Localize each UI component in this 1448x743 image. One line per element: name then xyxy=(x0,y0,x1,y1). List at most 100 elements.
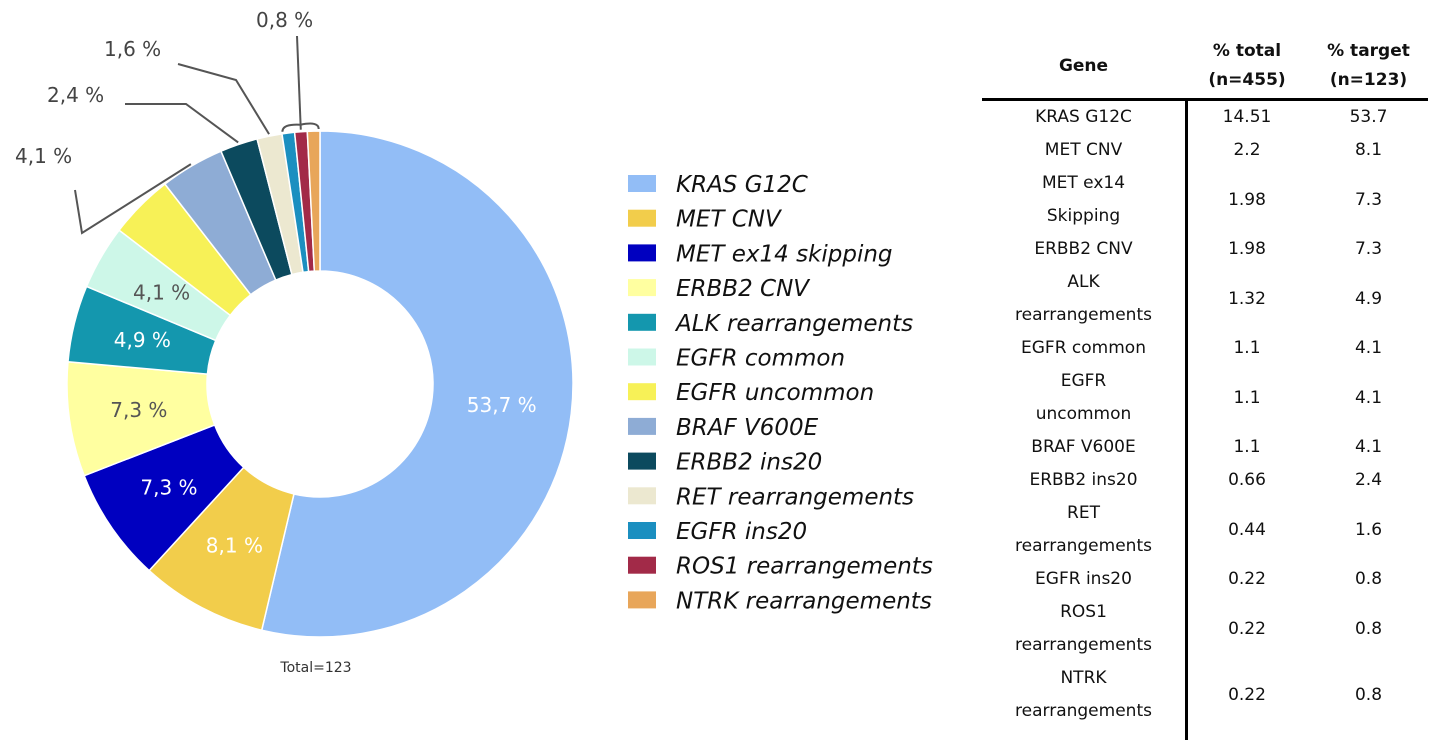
legend-swatch xyxy=(628,348,656,366)
legend-swatch xyxy=(628,383,656,401)
table-row: EGFR common 1.1 4.1 xyxy=(982,332,1428,365)
legend-swatch xyxy=(628,209,656,227)
cell-target: 4.9 xyxy=(1354,288,1383,309)
callout-label: 2,4 % xyxy=(47,83,104,107)
cell-gene: RET rearrangements xyxy=(982,497,1185,563)
gene-name-line: MET CNV xyxy=(1044,140,1123,160)
table-row: RET rearrangements 0.44 1.6 xyxy=(982,497,1428,563)
legend-swatch xyxy=(628,313,656,331)
legend-label: EGFR ins20 xyxy=(676,519,807,545)
legend-swatch xyxy=(628,452,656,470)
slice-data-label: 4,1 % xyxy=(133,280,190,304)
table-row: NTRK rearrangements 0.22 0.8 xyxy=(982,662,1428,728)
callout-leader xyxy=(296,35,302,130)
header-total-line1: % total xyxy=(1212,41,1282,61)
legend-label: MET ex14 skipping xyxy=(676,241,893,267)
legend-swatch xyxy=(628,417,656,435)
callout-label: 1,6 % xyxy=(104,37,161,61)
gene-name-line: rearrangements xyxy=(1015,305,1152,325)
header-target-line2: (n=123) xyxy=(1329,70,1408,90)
cell-target: 0.8 xyxy=(1354,684,1383,705)
cell-total: 0.22 xyxy=(1228,684,1266,705)
cell-total: 0.44 xyxy=(1228,519,1266,540)
cell-total: 1.1 xyxy=(1233,338,1261,358)
cell-total: 1.32 xyxy=(1228,288,1266,309)
gene-name-line: MET ex14 xyxy=(1041,173,1126,193)
cell-target: 4.1 xyxy=(1354,387,1383,408)
legend-label: MET CNV xyxy=(676,207,783,233)
gene-name-line: ROS1 xyxy=(1060,602,1107,622)
callout-leader xyxy=(74,163,192,235)
cell-target: 53.7 xyxy=(1349,107,1388,127)
cell-target: 2.4 xyxy=(1354,470,1383,490)
gene-name-line: ALK xyxy=(1067,272,1100,292)
cell-gene: EGFR common xyxy=(982,332,1185,365)
legend-label: ERBB2 CNV xyxy=(676,276,811,302)
cell-target: 7.3 xyxy=(1354,189,1383,210)
legend-swatch xyxy=(628,244,656,262)
legend-label: ROS1 rearrangements xyxy=(676,554,933,580)
cell-total: 0.66 xyxy=(1228,470,1266,490)
cell-gene: EGFR ins20 xyxy=(982,563,1185,596)
header-target: % target (n=123) xyxy=(1309,34,1428,98)
legend-swatch xyxy=(628,591,656,609)
cell-gene: KRAS G12C xyxy=(982,101,1185,134)
header-target-line1: % target xyxy=(1327,41,1410,61)
slice-data-label: 7,3 % xyxy=(140,475,197,499)
legend-label: KRAS G12C xyxy=(676,172,808,198)
cell-gene: MET ex14 Skipping xyxy=(982,167,1185,233)
legend-swatch xyxy=(628,522,656,539)
chart-legend: KRAS G12C MET CNV MET ex14 skipping ERBB2 C… xyxy=(628,172,933,614)
cell-target: 4.1 xyxy=(1354,437,1383,457)
slice-data-label: 8,1 % xyxy=(206,534,263,558)
table-row: EGFR uncommon 1.1 4.1 xyxy=(982,365,1428,431)
callout-leader xyxy=(125,103,239,144)
gene-name-line: rearrangements xyxy=(1015,536,1152,556)
cell-gene: EGFR uncommon xyxy=(982,365,1185,431)
slice-data-label: 7,3 % xyxy=(110,398,167,422)
gene-name-line: BRAF V600E xyxy=(1031,437,1136,457)
table-header: Gene % total (n=455) % target (n=123) xyxy=(982,34,1428,101)
cell-gene: ERBB2 CNV xyxy=(982,233,1185,266)
legend-label: BRAF V600E xyxy=(676,415,819,441)
gene-name-line: rearrangements xyxy=(1015,635,1152,655)
gene-name-line: EGFR xyxy=(1060,371,1107,391)
legend-label: RET rearrangements xyxy=(676,484,914,510)
legend-label: EGFR common xyxy=(676,346,845,372)
cell-total: 1.98 xyxy=(1228,189,1266,210)
cell-gene: ROS1 rearrangements xyxy=(982,596,1185,662)
cell-total: 1.1 xyxy=(1233,437,1261,457)
cell-total: 0.22 xyxy=(1228,618,1266,639)
slice-kras-g12c xyxy=(260,130,574,638)
header-gene: Gene xyxy=(1058,55,1109,76)
gene-table: Gene % total (n=455) % target (n=123) KR… xyxy=(982,34,1428,740)
table-row: ROS1 rearrangements 0.22 0.8 xyxy=(982,596,1428,662)
table-row: MET CNV 2.2 8.1 xyxy=(982,134,1428,167)
cell-target: 7.3 xyxy=(1354,239,1383,259)
callout-leader xyxy=(177,63,270,135)
gene-name-line: RET xyxy=(1067,503,1100,523)
slice-labels: 53,7 % 8,1 % 7,3 % 7,3 % 4,9 % 4,1 % xyxy=(110,280,536,557)
gene-name-line: ERBB2 ins20 xyxy=(1029,470,1138,490)
table-row: EGFR ins20 0.22 0.8 xyxy=(982,563,1428,596)
cell-gene: BRAF V600E xyxy=(982,431,1185,464)
callout-label: 0,8 % xyxy=(256,8,313,32)
legend-label: ERBB2 ins20 xyxy=(676,450,822,476)
cell-total: 0.22 xyxy=(1228,569,1266,589)
header-total: % total (n=455) xyxy=(1185,34,1309,98)
header-total-line2: (n=455) xyxy=(1208,70,1286,90)
table-row: ERBB2 CNV 1.98 7.3 xyxy=(982,233,1428,266)
donut-slices xyxy=(66,130,574,638)
cell-target: 8.1 xyxy=(1354,140,1383,160)
cell-gene: NTRK rearrangements xyxy=(982,662,1185,728)
cell-target: 0.8 xyxy=(1354,569,1383,589)
callout-labels: 4,1 % 2,4 %1,6 % 0,8 % xyxy=(15,8,313,168)
cell-total: 14.51 xyxy=(1222,107,1272,127)
slice-ntrk-rearrangements xyxy=(306,130,321,272)
gene-name-line: rearrangements xyxy=(1015,701,1152,721)
cell-gene: MET CNV xyxy=(982,134,1185,167)
table-row: MET ex14 Skipping 1.98 7.3 xyxy=(982,167,1428,233)
legend-swatch xyxy=(628,556,656,574)
slice-data-label: 53,7 % xyxy=(467,393,537,417)
total-footnote: Total=123 xyxy=(279,660,351,676)
